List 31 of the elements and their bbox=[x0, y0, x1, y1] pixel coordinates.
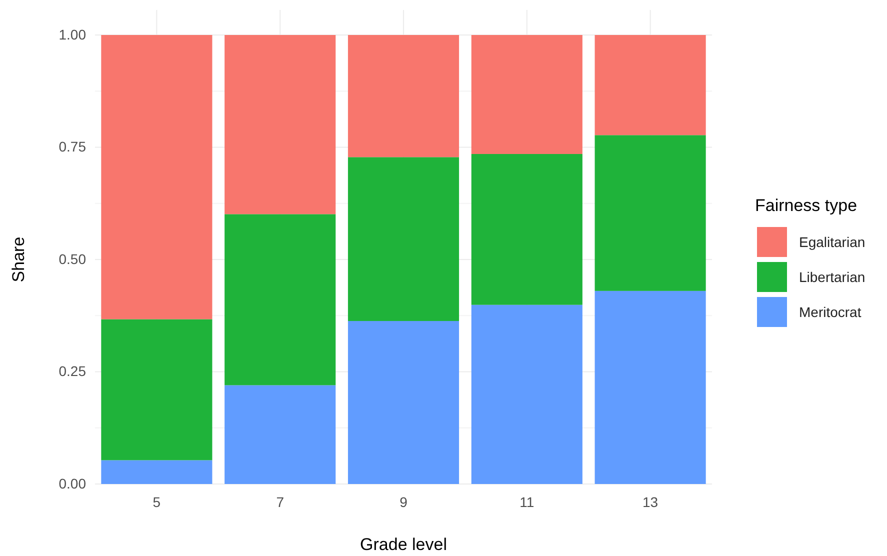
bar bbox=[101, 460, 212, 484]
x-tick-label: 5 bbox=[152, 494, 161, 510]
bar bbox=[101, 319, 212, 460]
y-tick-label: 0.50 bbox=[58, 250, 86, 267]
x-tick-label: 7 bbox=[276, 494, 284, 510]
legend-label: Egalitarian bbox=[799, 234, 866, 250]
legend-title: Fairness type bbox=[755, 196, 858, 215]
bar bbox=[471, 154, 582, 305]
legend-label: Libertarian bbox=[799, 269, 866, 285]
y-tick-label: 0.00 bbox=[58, 475, 86, 492]
bar bbox=[224, 214, 336, 386]
bar bbox=[224, 35, 336, 214]
x-tick-label: 11 bbox=[520, 494, 534, 510]
bar bbox=[348, 35, 460, 158]
bar bbox=[224, 385, 336, 484]
legend-label: Meritocrat bbox=[799, 304, 862, 320]
y-tick-label: 0.75 bbox=[58, 138, 86, 155]
bar bbox=[594, 290, 706, 484]
bar bbox=[471, 304, 582, 484]
bar bbox=[471, 35, 582, 154]
x-tick-label: 9 bbox=[400, 494, 408, 510]
bar bbox=[101, 35, 212, 320]
y-axis-title: Share bbox=[9, 236, 28, 282]
bar bbox=[348, 321, 460, 484]
y-tick-label: 0.25 bbox=[58, 363, 86, 380]
bar bbox=[594, 35, 706, 136]
bar bbox=[594, 135, 706, 291]
x-axis-title: Grade level bbox=[360, 535, 447, 554]
y-tick-label: 1.00 bbox=[58, 26, 86, 42]
bar bbox=[348, 157, 460, 322]
x-tick-label: 13 bbox=[642, 494, 658, 510]
